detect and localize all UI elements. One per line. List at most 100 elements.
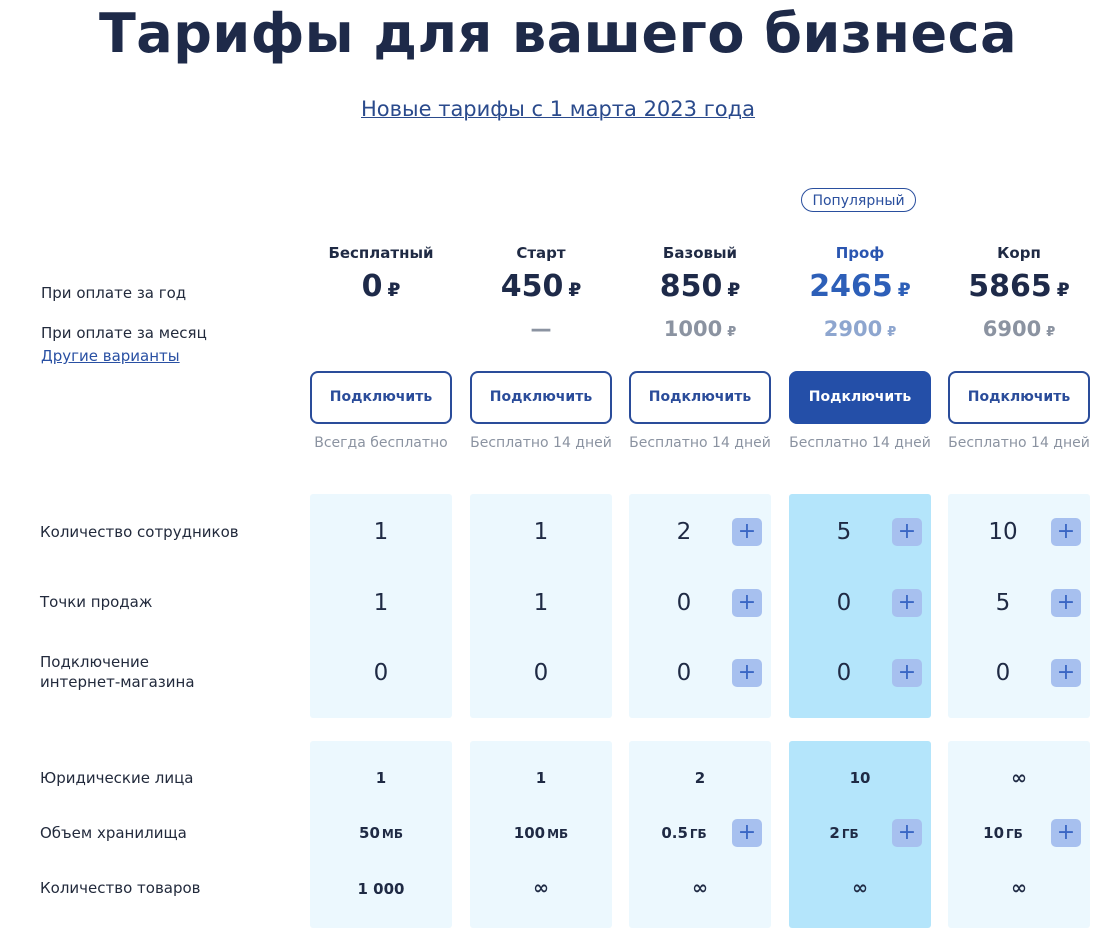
currency-sign: ₽ (387, 280, 401, 301)
employees-value-pro: 5 (836, 519, 852, 545)
price-year-value: 850 (659, 269, 723, 304)
feature-group2-column-start (470, 741, 612, 928)
price-year: 0 ₽ (310, 268, 452, 310)
sales-points-value-free: 1 (373, 590, 389, 616)
online-store-value-pro: 0 (836, 660, 852, 686)
add-online-store-button-basic[interactable]: + (732, 659, 762, 687)
connect-button-start[interactable]: Подключить (470, 371, 612, 424)
plan-note: Бесплатно 14 дней (470, 435, 612, 451)
employees-value-start: 1 (533, 519, 549, 545)
price-month: 6900 ₽ (948, 316, 1090, 346)
storage-unit: МБ (381, 827, 403, 841)
plan-note: Бесплатно 14 дней (948, 435, 1090, 451)
add-employees-button-corp[interactable]: + (1051, 518, 1081, 546)
add-employees-button-pro[interactable]: + (892, 518, 922, 546)
feature-label-legal-entities: Юридические лица (40, 769, 194, 787)
add-storage-button-corp[interactable]: + (1051, 819, 1081, 847)
add-storage-button-pro[interactable]: + (892, 819, 922, 847)
plan-note: Бесплатно 14 дней (629, 435, 771, 451)
feature-label-storage: Объем хранилища (40, 824, 187, 842)
feature-label-online-store: Подключение интернет-магазина (40, 652, 195, 692)
employees-value-corp: 10 (988, 519, 1018, 545)
price-month-value: 6900 (982, 317, 1042, 341)
products-value-pro: ∞ (852, 877, 868, 899)
plan-name: Бесплатный (328, 244, 434, 262)
add-online-store-button-corp[interactable]: + (1051, 659, 1081, 687)
plan-note: Всегда бесплатно (314, 435, 448, 451)
price-year: 5865 ₽ (948, 268, 1090, 310)
storage-value-corp: 10 ГБ (948, 823, 1058, 844)
price-year: 2465 ₽ (789, 268, 931, 310)
legal-entities-value-pro: 10 (849, 769, 871, 787)
feature-label-sales-points: Точки продаж (40, 593, 153, 611)
label-price-year: При оплате за год (41, 284, 187, 302)
storage-amount: 50 (359, 824, 380, 842)
currency-sign: ₽ (568, 280, 582, 301)
sales-points-value-corp: 5 (995, 590, 1011, 616)
page-title: Тарифы для вашего бизнеса (98, 2, 1018, 65)
other-options-link[interactable]: Другие варианты (41, 347, 180, 365)
storage-unit: ГБ (1006, 827, 1023, 841)
price-year: 850 ₽ (629, 268, 771, 310)
products-value-corp: ∞ (1011, 877, 1027, 899)
plan-name: Корп (997, 244, 1041, 262)
storage-value-free: 50 МБ (310, 823, 452, 844)
storage-unit: МБ (547, 827, 569, 841)
price-year-value: 2465 (809, 269, 893, 304)
connect-button-corp[interactable]: Подключить (948, 371, 1090, 424)
storage-amount: 0.5 (661, 824, 688, 842)
storage-amount: 2 (829, 824, 840, 842)
plan-name: Проф (835, 244, 885, 262)
price-year-value: 0 (361, 269, 383, 304)
add-storage-button-basic[interactable]: + (732, 819, 762, 847)
plan-name: Базовый (662, 244, 738, 262)
storage-amount: 100 (513, 824, 546, 842)
currency-sign: ₽ (897, 280, 911, 301)
plan-name: Старт (516, 244, 566, 262)
add-employees-button-basic[interactable]: + (732, 518, 762, 546)
online-store-value-free: 0 (373, 660, 389, 686)
currency-sign: ₽ (727, 280, 741, 301)
price-month-dash: — (530, 317, 552, 341)
sales-points-value-pro: 0 (836, 590, 852, 616)
online-store-value-start: 0 (533, 660, 549, 686)
employees-value-free: 1 (373, 519, 389, 545)
sales-points-value-basic: 0 (676, 590, 692, 616)
price-year-value: 5865 (968, 269, 1052, 304)
connect-button-free[interactable]: Подключить (310, 371, 452, 424)
feature-group2-column-free (310, 741, 452, 928)
products-value-free: 1 000 (357, 880, 405, 898)
sales-points-value-start: 1 (533, 590, 549, 616)
products-value-basic: ∞ (692, 877, 708, 899)
storage-unit: ГБ (841, 827, 859, 841)
feature-label-products: Количество товаров (40, 879, 201, 897)
price-year: 450 ₽ (470, 268, 612, 310)
online-store-value-corp: 0 (995, 660, 1011, 686)
legal-entities-value-basic: 2 (694, 769, 706, 787)
connect-button-pro[interactable]: Подключить (789, 371, 931, 424)
price-year-value: 450 (500, 269, 564, 304)
price-month-value: 1000 (663, 317, 723, 341)
add-sales-points-button-corp[interactable]: + (1051, 589, 1081, 617)
add-sales-points-button-pro[interactable]: + (892, 589, 922, 617)
price-month-value: 2900 (823, 317, 883, 341)
feature-group1-column-start (470, 494, 612, 718)
price-month: 2900 ₽ (789, 316, 931, 346)
storage-value-pro: 2 ГБ (789, 823, 899, 844)
legal-entities-value-free: 1 (375, 769, 387, 787)
currency-sign: ₽ (887, 325, 897, 340)
connect-button-basic[interactable]: Подключить (629, 371, 771, 424)
new-tariffs-link[interactable]: Новые тарифы с 1 марта 2023 года (361, 97, 755, 121)
label-price-month: При оплате за месяц (41, 324, 207, 342)
add-sales-points-button-basic[interactable]: + (732, 589, 762, 617)
employees-value-basic: 2 (676, 519, 692, 545)
plan-note: Бесплатно 14 дней (789, 435, 931, 451)
storage-amount: 10 (983, 824, 1005, 842)
currency-sign: ₽ (1056, 280, 1070, 301)
add-online-store-button-pro[interactable]: + (892, 659, 922, 687)
legal-entities-value-corp: ∞ (1011, 767, 1027, 789)
legal-entities-value-start: 1 (535, 769, 547, 787)
feature-label-online-store-line1: Подключение (40, 653, 149, 671)
storage-value-start: 100 МБ (470, 823, 612, 844)
products-value-start: ∞ (533, 877, 549, 899)
